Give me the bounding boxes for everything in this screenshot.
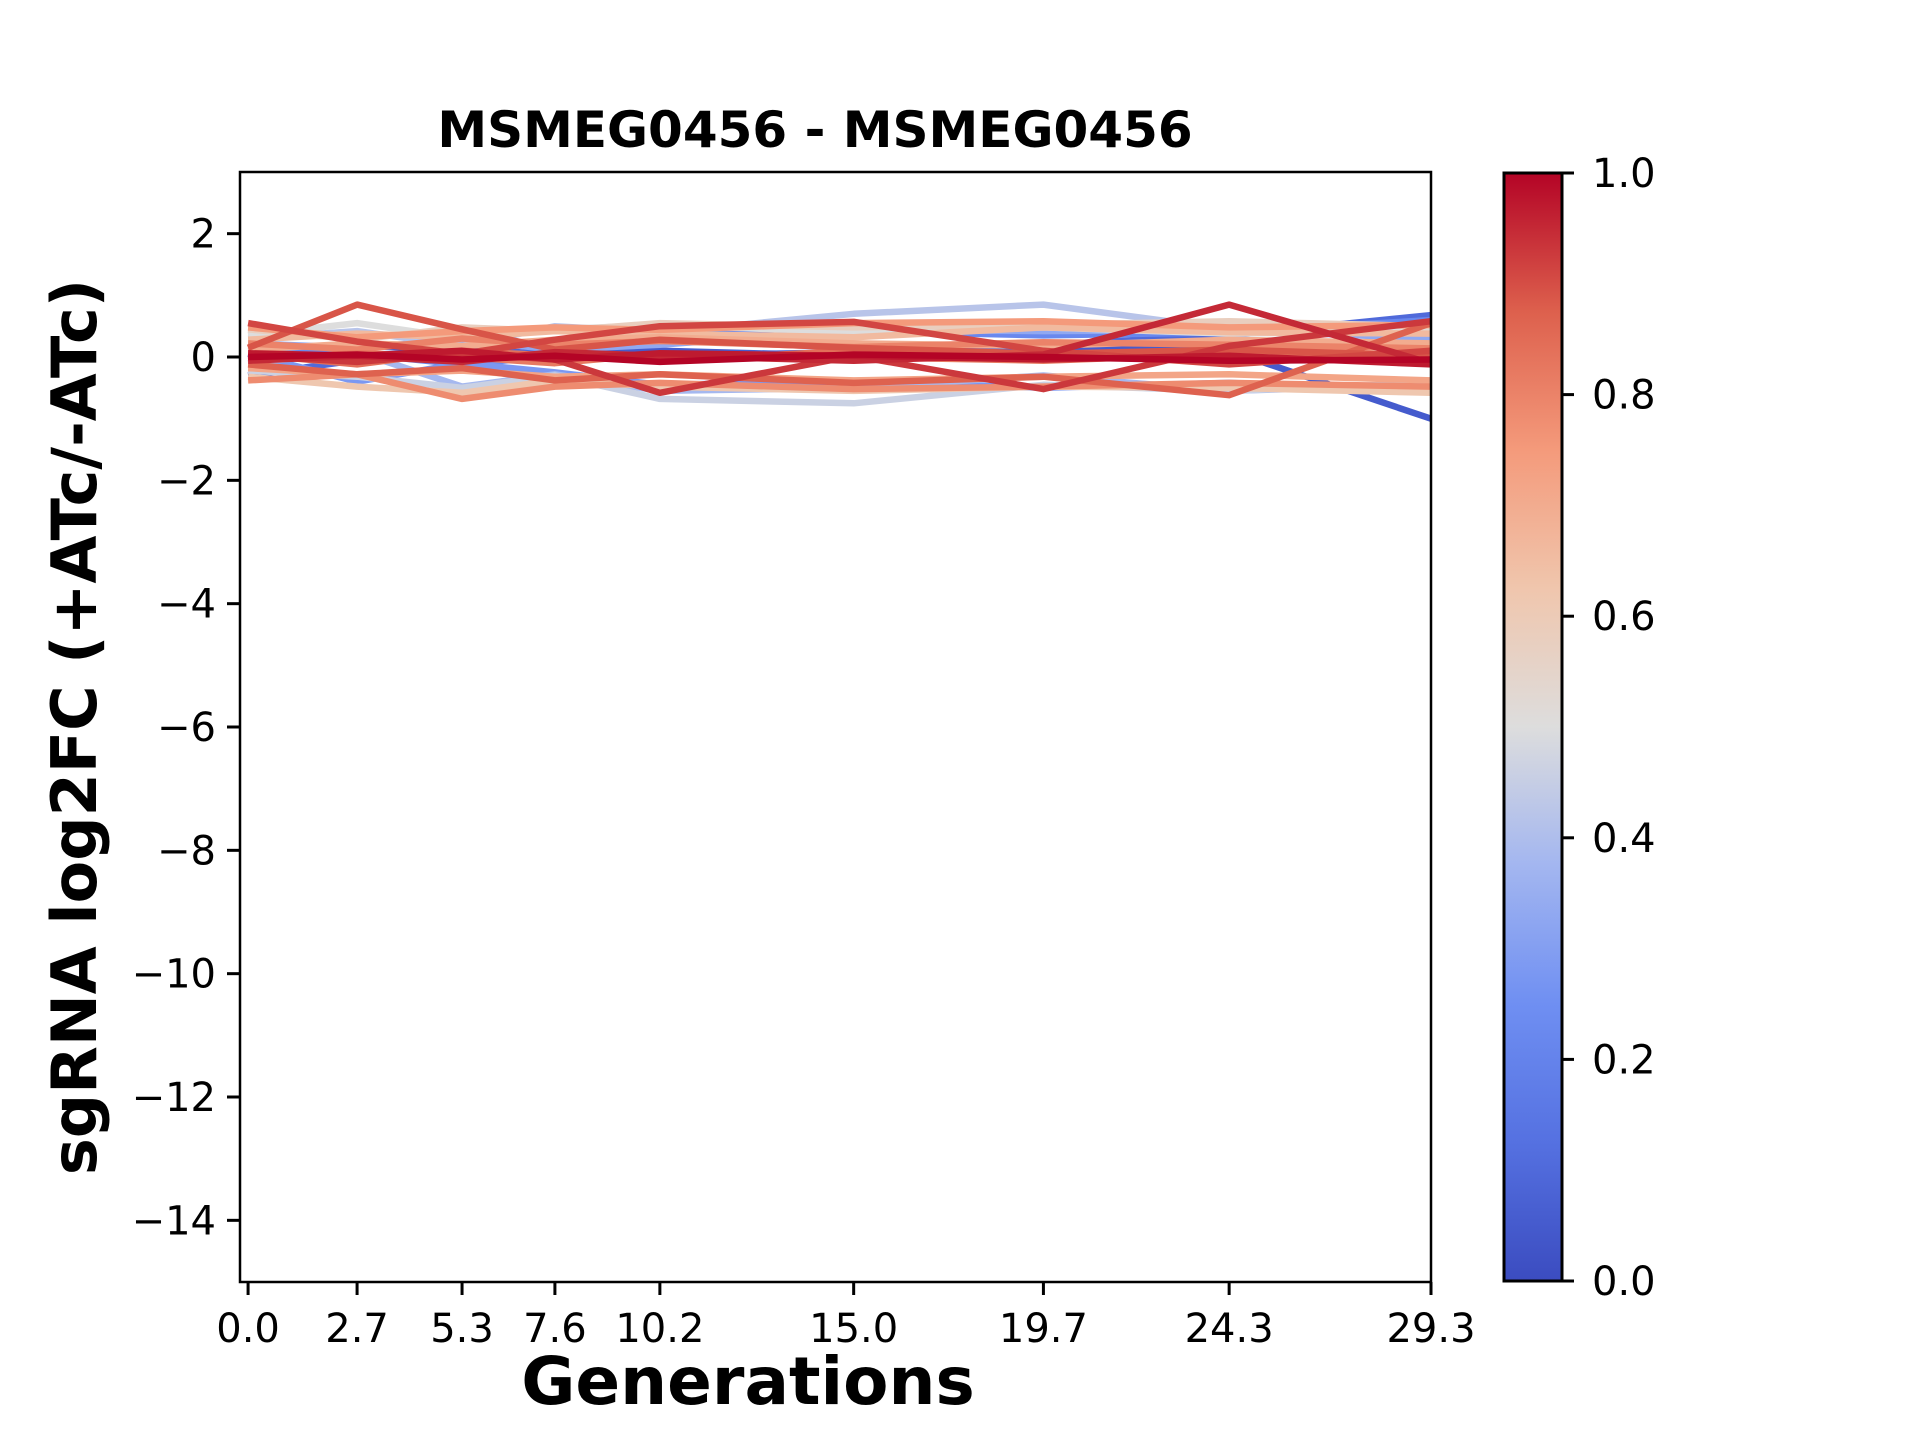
series-line bbox=[247, 320, 1431, 399]
x-axis-label: Generations bbox=[521, 1343, 975, 1420]
colorbar-gradient bbox=[1502, 171, 1564, 1283]
colorbar-tick-label: 0.2 bbox=[1592, 1037, 1656, 1083]
chart-title: MSMEG0456 - MSMEG0456 bbox=[437, 101, 1192, 159]
x-tick-label: 2.7 bbox=[325, 1306, 389, 1352]
y-tick-label: −8 bbox=[157, 828, 216, 874]
x-tick-label: 19.7 bbox=[999, 1306, 1088, 1352]
y-axis-label: sgRNA log2FC (+ATc/-ATc) bbox=[38, 279, 111, 1175]
y-tick-label: 2 bbox=[191, 212, 216, 258]
colorbar-tick-label: 0.4 bbox=[1592, 816, 1656, 862]
x-tick-label: 7.6 bbox=[523, 1306, 587, 1352]
colorbar-tick-label: 0.8 bbox=[1592, 373, 1656, 419]
y-axis-ticks: 2 0 −2 −4 −6 −8 −10 −12 −14 bbox=[132, 212, 240, 1244]
y-tick-label: −14 bbox=[132, 1198, 216, 1244]
y-tick-label: −10 bbox=[132, 952, 216, 998]
series-line bbox=[246, 301, 1431, 360]
x-tick-label: 5.3 bbox=[430, 1306, 494, 1352]
colorbar-tick-label: 0.6 bbox=[1592, 594, 1656, 640]
colorbar: 1.0 0.8 0.6 0.4 0.2 0.0 bbox=[1502, 151, 1656, 1305]
series-line bbox=[248, 351, 1431, 366]
x-tick-label: 24.3 bbox=[1185, 1306, 1274, 1352]
x-tick-label: 29.3 bbox=[1386, 1306, 1475, 1352]
series-line bbox=[247, 371, 1431, 403]
series-lines bbox=[246, 301, 1431, 422]
y-tick-label: 0 bbox=[191, 335, 216, 381]
y-tick-label: −12 bbox=[132, 1075, 216, 1121]
colorbar-tick-label: 0.0 bbox=[1592, 1259, 1656, 1305]
colorbar-ticks: 1.0 0.8 0.6 0.4 0.2 0.0 bbox=[1562, 151, 1656, 1305]
y-tick-label: −4 bbox=[157, 582, 216, 628]
y-tick-label: −6 bbox=[157, 705, 216, 751]
x-tick-label: 10.2 bbox=[615, 1306, 704, 1352]
series-line bbox=[247, 317, 1431, 341]
x-axis-ticks: 0.0 2.7 5.3 7.6 10.2 15.0 19.7 24.3 29.3 bbox=[216, 1282, 1476, 1352]
colorbar-tick-label: 1.0 bbox=[1592, 151, 1656, 197]
x-tick-label: 0.0 bbox=[216, 1306, 280, 1352]
y-tick-label: −2 bbox=[157, 458, 216, 504]
x-tick-label: 15.0 bbox=[809, 1306, 898, 1352]
